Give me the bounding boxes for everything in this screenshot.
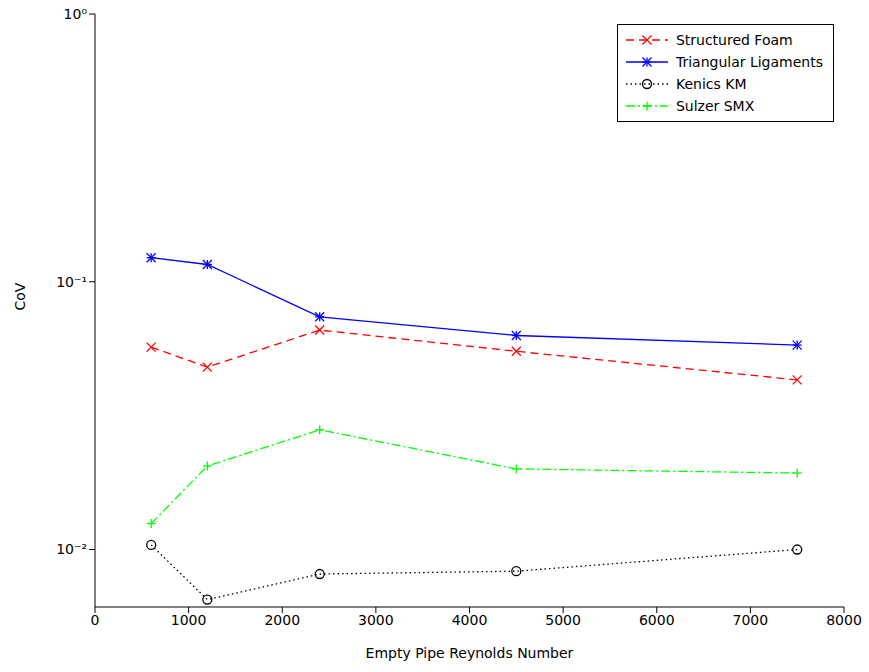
svg-text:6000: 6000 — [639, 612, 675, 628]
svg-text:7000: 7000 — [733, 612, 769, 628]
svg-text:CoV: CoV — [12, 282, 28, 310]
html-text:Sulzer SMX: Sulzer SMX — [675, 98, 755, 114]
svg-text:10⁻¹: 10⁻¹ — [56, 274, 87, 290]
svg-text:Empty Pipe Reynolds Number: Empty Pipe Reynolds Number — [366, 645, 574, 661]
svg-text:3000: 3000 — [358, 612, 394, 628]
svg-text:10⁻²: 10⁻² — [56, 541, 87, 557]
svg-text:1000: 1000 — [171, 612, 207, 628]
svg-text:8000: 8000 — [826, 612, 862, 628]
html-text:Kenics KM: Kenics KM — [675, 76, 747, 92]
svg-text:0: 0 — [91, 612, 100, 628]
html-text:Structured Foam: Structured Foam — [675, 32, 793, 48]
svg-text:4000: 4000 — [452, 612, 488, 628]
svg-text:5000: 5000 — [545, 612, 581, 628]
svg-text:2000: 2000 — [264, 612, 300, 628]
svg-text:10⁰: 10⁰ — [64, 6, 88, 22]
html-text:Triangular Ligaments: Triangular Ligaments — [675, 54, 823, 70]
